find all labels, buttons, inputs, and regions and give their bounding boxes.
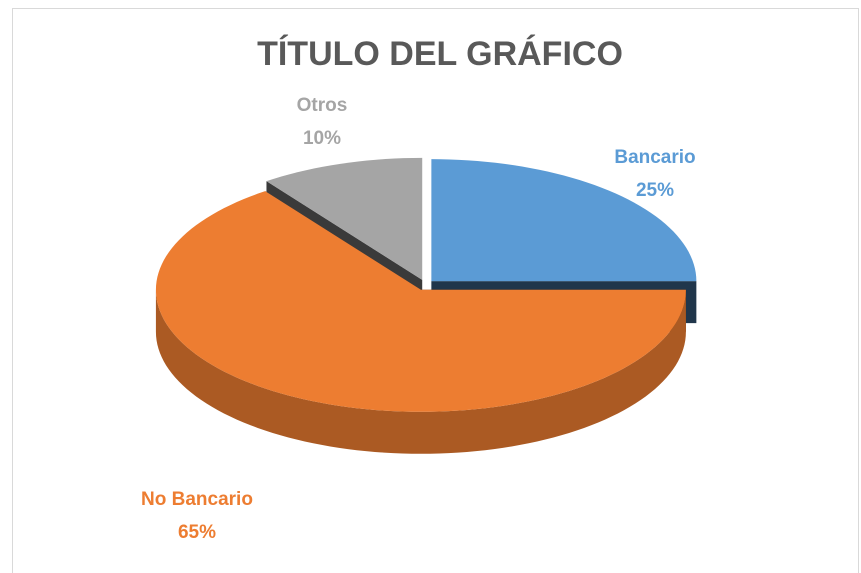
data-label-name: No Bancario (141, 489, 253, 510)
data-label-name: Bancario (614, 147, 695, 168)
chart-title: TÍTULO DEL GRÁFICO (257, 35, 623, 73)
data-label-value: 10% (303, 128, 341, 149)
slice-tops (155, 157, 697, 412)
slice (155, 191, 686, 412)
slice-side (155, 289, 686, 454)
slice (431, 159, 697, 282)
slice (266, 157, 423, 280)
data-label-name: Otros (297, 95, 348, 116)
data-label-value: 65% (178, 522, 216, 543)
data-label-value: 25% (636, 180, 674, 201)
